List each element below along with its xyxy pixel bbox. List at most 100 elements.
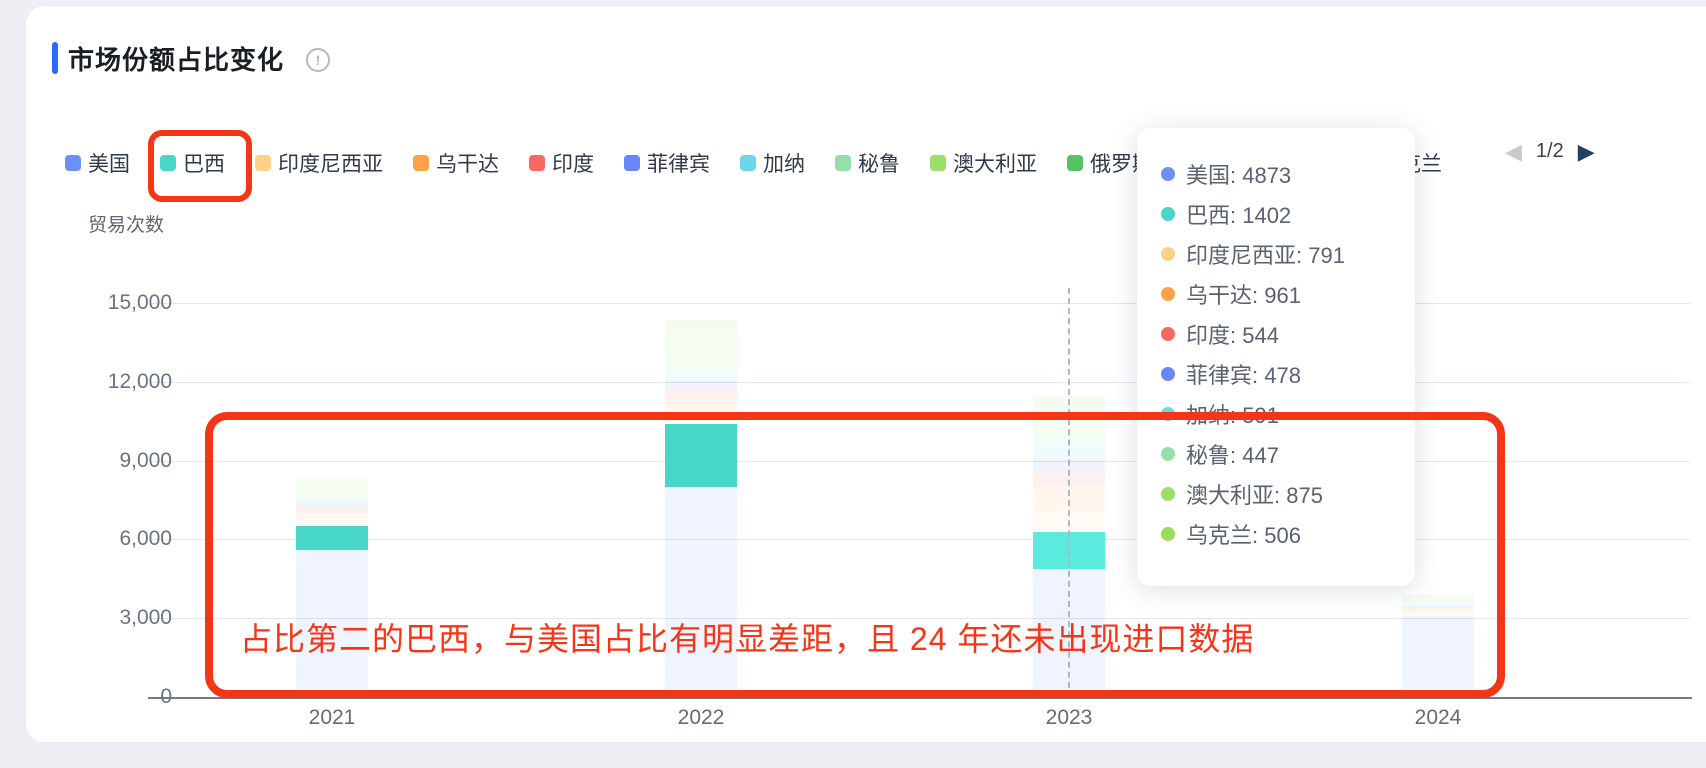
tooltip-series-value: 澳大利亚: 875 [1186,483,1323,508]
gridline [150,381,1690,383]
x-tick-label-2021: 2021 [308,706,356,729]
tooltip-row-乌干达: 乌干达: 961 [1161,274,1415,314]
tooltip-series-dot-icon [1161,247,1175,261]
bar-segment-巴西-2021[interactable] [296,526,368,550]
bar-segment-菲律宾-2024[interactable] [1402,605,1474,608]
axis-pointer-dashed-line [1068,288,1070,698]
legend-marker-icon [740,155,756,171]
legend-item-加纳[interactable]: 加纳 [740,148,805,178]
legend-item-label: 美国 [88,153,130,176]
legend-item-巴西[interactable]: 巴西 [160,148,225,178]
legend-item-label: 印度尼西亚 [278,153,383,176]
bar-segment-菲律宾-2022[interactable] [665,381,737,389]
bar-segment-澳大利亚-2022[interactable] [665,332,737,365]
legend-marker-icon [160,155,176,171]
bar-segment-秘鲁-2021[interactable] [296,495,368,499]
tooltip-series-value: 印度: 544 [1186,323,1279,348]
tooltip-series-dot-icon [1161,527,1175,541]
legend-marker-icon [413,155,429,171]
bar-segment-美国-2021[interactable] [296,549,368,697]
tooltip-series-value: 乌克兰: 506 [1186,523,1301,548]
bar-segment-乌干达-2022[interactable] [665,400,737,412]
y-tick-label: 9,000 [119,448,172,472]
tooltip-series-value: 美国: 4873 [1186,163,1292,188]
x-tick-label-2024: 2024 [1414,706,1462,729]
legend-marker-icon [624,155,640,171]
legend-marker-icon [65,155,81,171]
y-tick-label: 12,000 [107,369,172,393]
legend-marker-icon [255,155,271,171]
page-title: 市场份额占比变化 [68,45,285,75]
legend-marker-icon [529,155,545,171]
bar-segment-乌干达-2021[interactable] [296,511,368,519]
gridline [150,460,1690,462]
legend-item-乌干达[interactable]: 乌干达 [413,148,499,178]
bar-segment-加纳-2021[interactable] [296,498,368,503]
legend-item-label: 澳大利亚 [953,153,1037,176]
tooltip-series-value: 巴西: 1402 [1186,203,1292,228]
legend-prev-page-icon[interactable]: ◀ [1505,138,1522,164]
bar-segment-加纳-2024[interactable] [1402,603,1474,606]
x-tick-label-2023: 2023 [1045,706,1093,729]
tooltip-series-value: 印度尼西亚: 791 [1186,243,1345,268]
tooltip-series-value: 菲律宾: 478 [1186,363,1301,388]
legend-item-美国[interactable]: 美国 [65,148,130,178]
tooltip-series-dot-icon [1161,207,1175,221]
legend-marker-icon [930,155,946,171]
info-circle-icon[interactable]: ! [306,48,330,72]
bar-segment-菲律宾-2021[interactable] [296,502,368,507]
legend-item-澳大利亚[interactable]: 澳大利亚 [930,148,1037,178]
bar-segment-澳大利亚-2021[interactable] [296,485,368,496]
bar-segment-澳大利亚-2024[interactable] [1402,597,1474,603]
gridline [150,618,1690,620]
legend-item-label: 印度 [552,153,594,176]
legend-next-page-icon[interactable]: ▶ [1577,138,1595,164]
tooltip-row-乌克兰: 乌克兰: 506 [1161,514,1415,554]
legend-marker-icon [1067,155,1083,171]
annotation-ring-legend-brazil [148,130,252,202]
bar-segment-加纳-2022[interactable] [665,373,737,381]
bar-segment-秘鲁-2024[interactable] [1402,602,1474,604]
bar-segment-美国-2022[interactable] [665,486,737,697]
tooltip-row-菲律宾: 菲律宾: 478 [1161,354,1415,394]
annotation-callout-text: 占比第二的巴西，与美国占比有明显差距，且 24 年还未出现进口数据 [240,621,1255,657]
y-tick-label: 15,000 [107,291,172,314]
x-axis-line [148,697,1692,699]
legend-item-印度尼西亚[interactable]: 印度尼西亚 [255,148,383,178]
y-tick-label: 6,000 [119,527,172,551]
bar-segment-乌干达-2024[interactable] [1402,609,1474,613]
y-tick-label: 0 [160,685,172,708]
bar-segment-秘鲁-2022[interactable] [665,364,737,374]
tooltip-series-value: 秘鲁: 447 [1186,443,1279,468]
legend-item-label: 加纳 [763,153,805,176]
bar-segment-乌克兰-2024[interactable] [1402,594,1474,598]
bar-segment-印度-2022[interactable] [665,388,737,401]
legend-page-indicator: 1/2 [1535,140,1564,162]
tooltip-series-dot-icon [1161,287,1175,301]
legend-marker-icon [835,155,851,171]
tooltip-series-dot-icon [1161,327,1175,341]
bar-segment-乌克兰-2022[interactable] [665,319,737,333]
bar-segment-乌克兰-2021[interactable] [296,478,368,486]
bar-segment-美国-2024[interactable] [1402,616,1474,697]
tooltip-series-value: 乌干达: 961 [1186,283,1301,308]
title-accent-bar [52,42,58,74]
tooltip-series-dot-icon [1161,367,1175,381]
tooltip-row-巴西: 巴西: 1402 [1161,194,1415,234]
bar-segment-印度尼西亚-2024[interactable] [1402,612,1474,617]
legend-pagination: ◀ 1/2 ▶ [1505,140,1595,163]
tooltip-series-dot-icon [1161,487,1175,501]
tooltip-series-dot-icon [1161,447,1175,461]
legend-item-印度[interactable]: 印度 [529,148,594,178]
legend-item-label: 菲律宾 [647,153,710,176]
tooltip-row-印度尼西亚: 印度尼西亚: 791 [1161,234,1415,274]
tooltip-row-美国: 美国: 4873 [1161,154,1415,194]
bar-segment-印度-2024[interactable] [1402,607,1474,610]
bar-segment-印度-2021[interactable] [296,506,368,512]
chart-card [26,6,1706,742]
bar-segment-印度尼西亚-2021[interactable] [296,518,368,527]
bar-segment-巴西-2022[interactable] [665,424,737,487]
legend-item-菲律宾[interactable]: 菲律宾 [624,148,710,178]
legend-item-秘鲁[interactable]: 秘鲁 [835,148,900,178]
